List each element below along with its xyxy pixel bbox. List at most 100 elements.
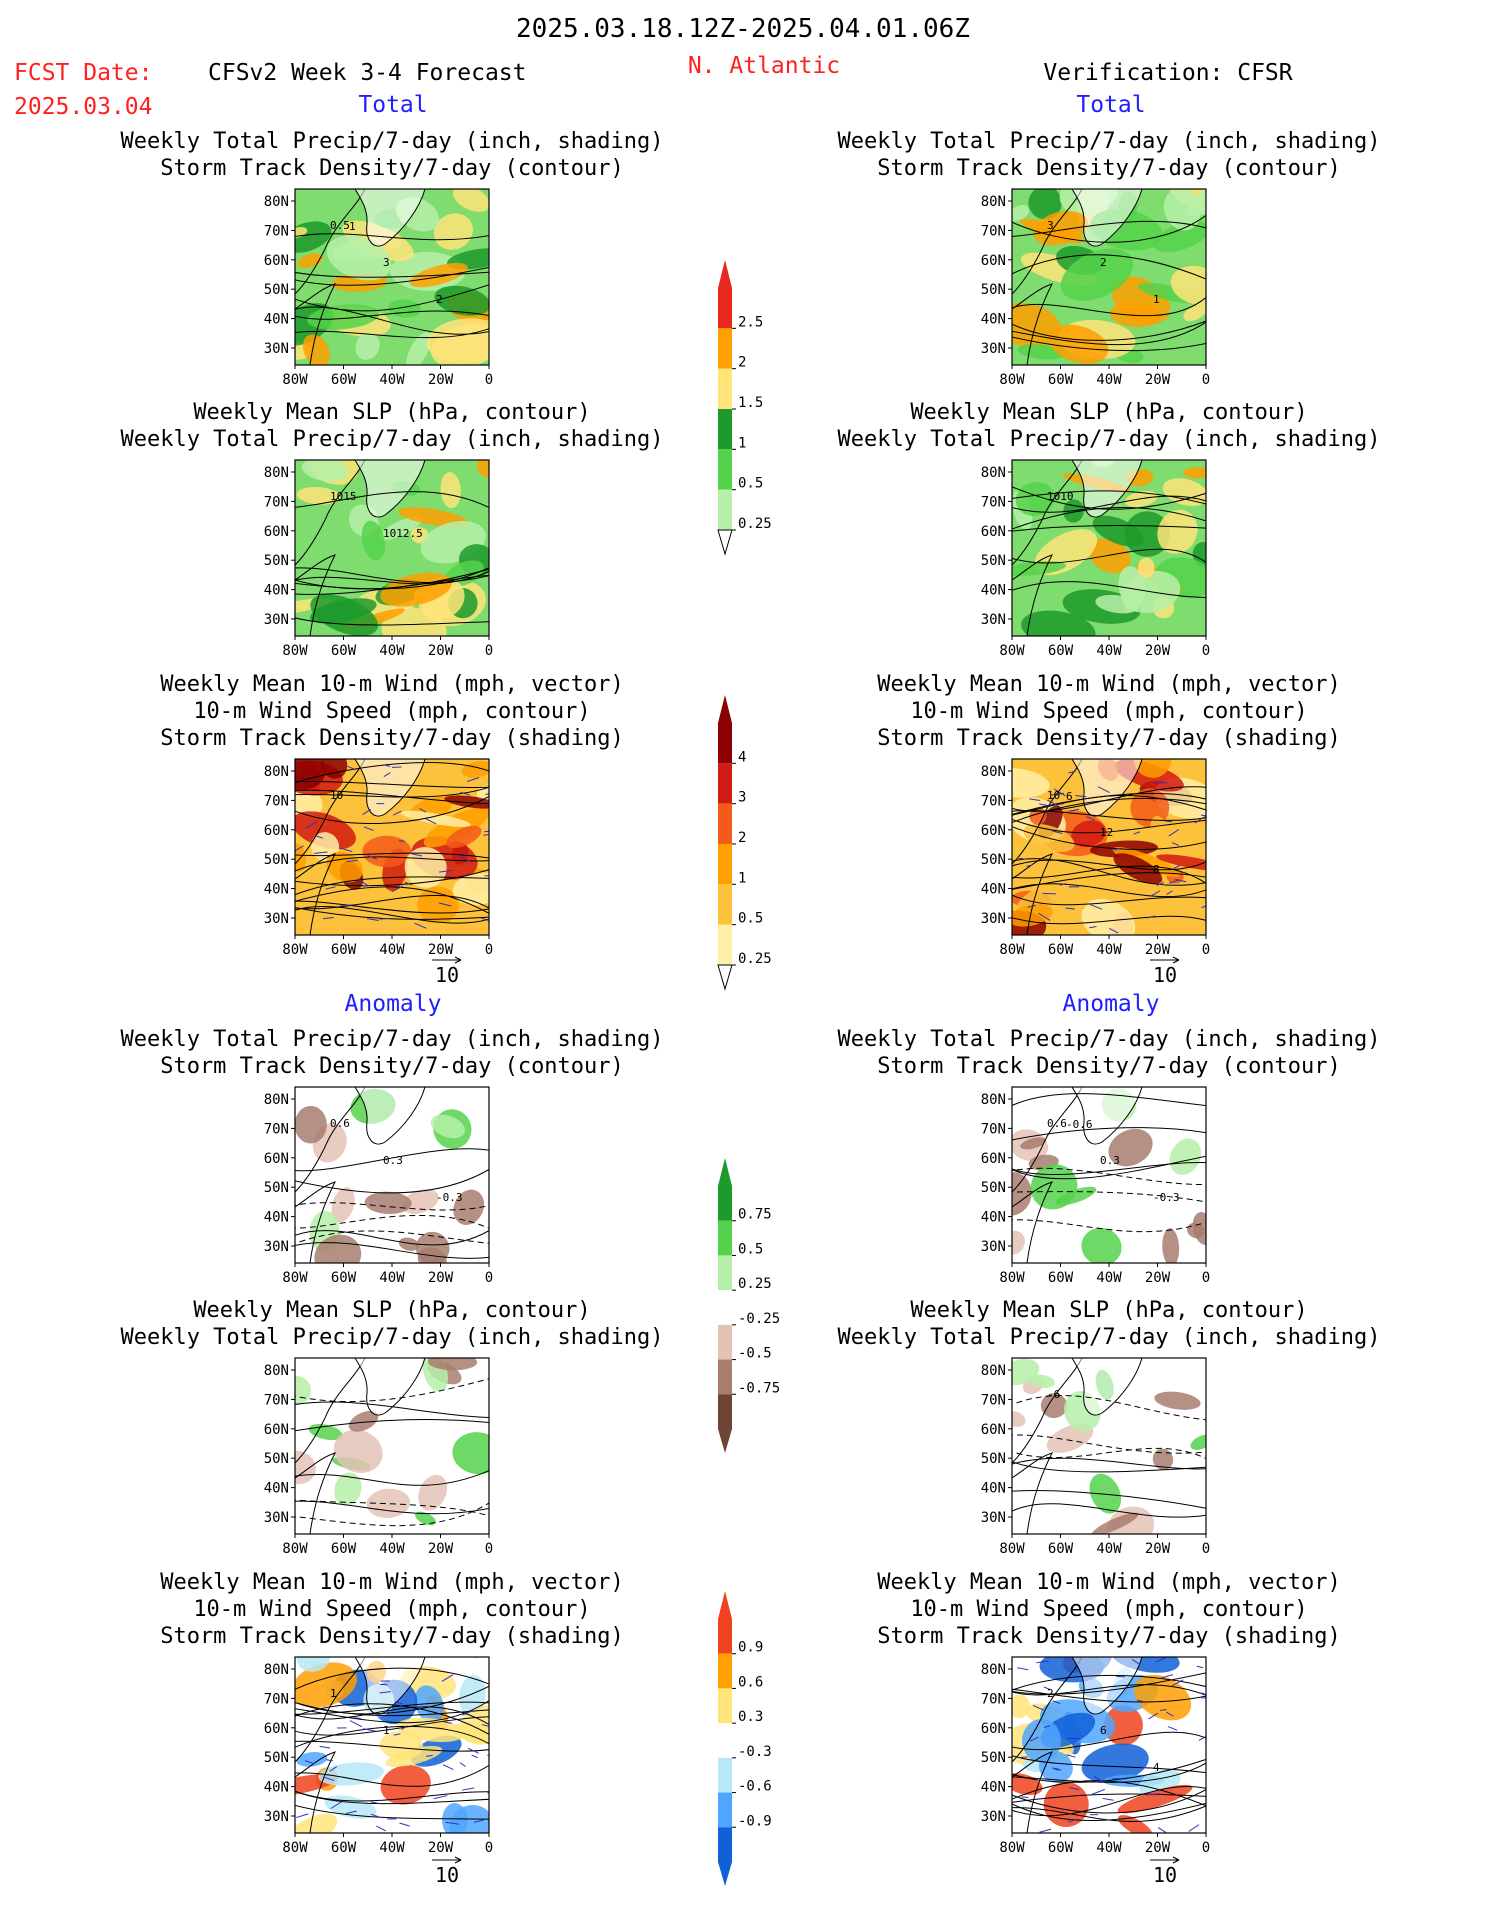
colorbar-label: 0.3	[738, 1709, 763, 1725]
colorbar-label: 3	[738, 790, 746, 806]
shaded-field	[1150, 816, 1170, 847]
wind-vector	[1160, 1674, 1174, 1679]
shaded-field	[380, 572, 452, 607]
shaded-field	[302, 334, 330, 365]
shaded-field	[402, 1189, 439, 1214]
contour-line	[295, 1740, 489, 1752]
lon-tick-label: 0	[1202, 372, 1210, 388]
lon-tick-label: 60W	[1048, 643, 1074, 659]
lat-tick-label: 40N	[264, 1780, 289, 1796]
panel-title-line: Weekly Mean SLP (hPa, contour)	[910, 1298, 1307, 1323]
wind-vector	[1145, 1793, 1160, 1796]
lon-tick-label: 0	[485, 942, 493, 958]
contour-line	[1012, 525, 1206, 532]
colorbar-label: 2	[738, 355, 746, 371]
wind-vector	[425, 818, 437, 825]
lat-tick-label: 70N	[264, 1691, 289, 1707]
contour-line	[295, 1229, 489, 1246]
wind-vector	[1017, 1667, 1029, 1671]
contour-line	[295, 905, 489, 924]
lat-tick-label: 50N	[981, 852, 1006, 868]
wind-vector	[1039, 1828, 1052, 1833]
wind-vector	[1068, 770, 1076, 774]
contour-line	[1012, 581, 1206, 598]
shaded-field	[296, 486, 341, 505]
lon-tick-label: 0	[485, 643, 493, 659]
lon-tick-label: 60W	[331, 1270, 357, 1286]
colorbar-cap	[718, 695, 732, 723]
wind-vector	[1043, 1686, 1051, 1691]
lat-tick-label: 50N	[264, 1451, 289, 1467]
coastline	[1012, 1358, 1083, 1464]
shaded-field	[1012, 1694, 1031, 1719]
colorbar-swatch	[718, 1688, 732, 1724]
colorbar-swatch	[718, 1359, 732, 1395]
contour-line	[295, 894, 489, 910]
shaded-field	[444, 795, 489, 809]
shaded-field	[1190, 1434, 1206, 1450]
lon-tick-label: 80W	[999, 1270, 1025, 1286]
lat-tick-label: 60N	[264, 524, 289, 540]
panel-title-line: 10-m Wind Speed (mph, contour)	[910, 699, 1307, 724]
contour-label: 1012.5	[383, 527, 423, 540]
coastline	[1012, 283, 1053, 365]
lon-tick-label: 80W	[282, 1270, 308, 1286]
shaded-field	[1081, 1227, 1122, 1263]
wind-vector	[1026, 864, 1033, 867]
lon-tick-label: 80W	[282, 643, 308, 659]
coastline	[295, 1181, 336, 1263]
map-panel-verification_anom_precip_track: Weekly Total Precip/7-day (inch, shading…	[837, 1027, 1380, 1286]
contour-line	[295, 1378, 489, 1403]
wind-vector	[1092, 1788, 1106, 1795]
contour-label: 2	[1100, 256, 1107, 269]
shaded-field	[296, 1752, 328, 1767]
colorbar-swatch	[718, 1723, 732, 1758]
contour-line	[1012, 792, 1206, 816]
contour-line	[295, 1502, 489, 1527]
vector-reference-label: 10	[1153, 1863, 1177, 1887]
lon-tick-label: 80W	[999, 643, 1025, 659]
wind-vector	[459, 1762, 466, 1767]
contour-line	[1012, 858, 1206, 886]
lat-tick-label: 30N	[981, 1510, 1006, 1526]
contour-line	[1012, 1447, 1206, 1460]
wind-vector	[442, 1764, 454, 1770]
wind-vector	[1066, 1754, 1076, 1758]
contour-label: 4	[1153, 1761, 1160, 1774]
lon-tick-label: 20W	[428, 1840, 454, 1856]
wind-vector	[1172, 864, 1180, 870]
wind-vector	[1054, 788, 1066, 797]
shaded-field	[1092, 515, 1144, 547]
contour-line	[295, 567, 489, 584]
contour-label: -6	[1047, 1388, 1060, 1401]
shaded-field	[440, 472, 461, 509]
wind-vector	[487, 802, 489, 805]
contour-line	[295, 284, 489, 312]
map-panel-verification_anom_wind_track: Weekly Mean 10-m Wind (mph, vector)10-m …	[877, 1570, 1341, 1856]
contour-line	[295, 491, 489, 509]
contour-line	[295, 876, 489, 896]
wind-vector	[363, 826, 374, 831]
shaded-field	[401, 810, 471, 827]
shaded-field	[355, 332, 380, 360]
wind-vector	[1038, 912, 1051, 921]
contour-label: 1010	[1047, 490, 1074, 503]
lat-tick-label: 40N	[981, 882, 1006, 898]
contour-line	[1012, 320, 1206, 341]
lon-tick-label: 0	[1202, 1541, 1210, 1557]
colorbar-label: 2	[738, 830, 746, 846]
contour-line	[1012, 336, 1206, 352]
contour-line	[1012, 1731, 1206, 1751]
wind-vector	[399, 1822, 410, 1827]
wind-vector	[362, 1728, 376, 1732]
contour-label: 1	[349, 220, 356, 233]
wind-vector	[1196, 1665, 1204, 1669]
shaded-field	[397, 507, 469, 527]
lon-tick-label: 20W	[1145, 1541, 1171, 1557]
lat-tick-label: 40N	[981, 1780, 1006, 1796]
lat-tick-label: 50N	[264, 553, 289, 569]
wind-vector	[1086, 816, 1095, 821]
shaded-field	[1012, 561, 1067, 576]
contour-line	[1012, 1093, 1206, 1107]
shaded-field	[1183, 303, 1206, 322]
